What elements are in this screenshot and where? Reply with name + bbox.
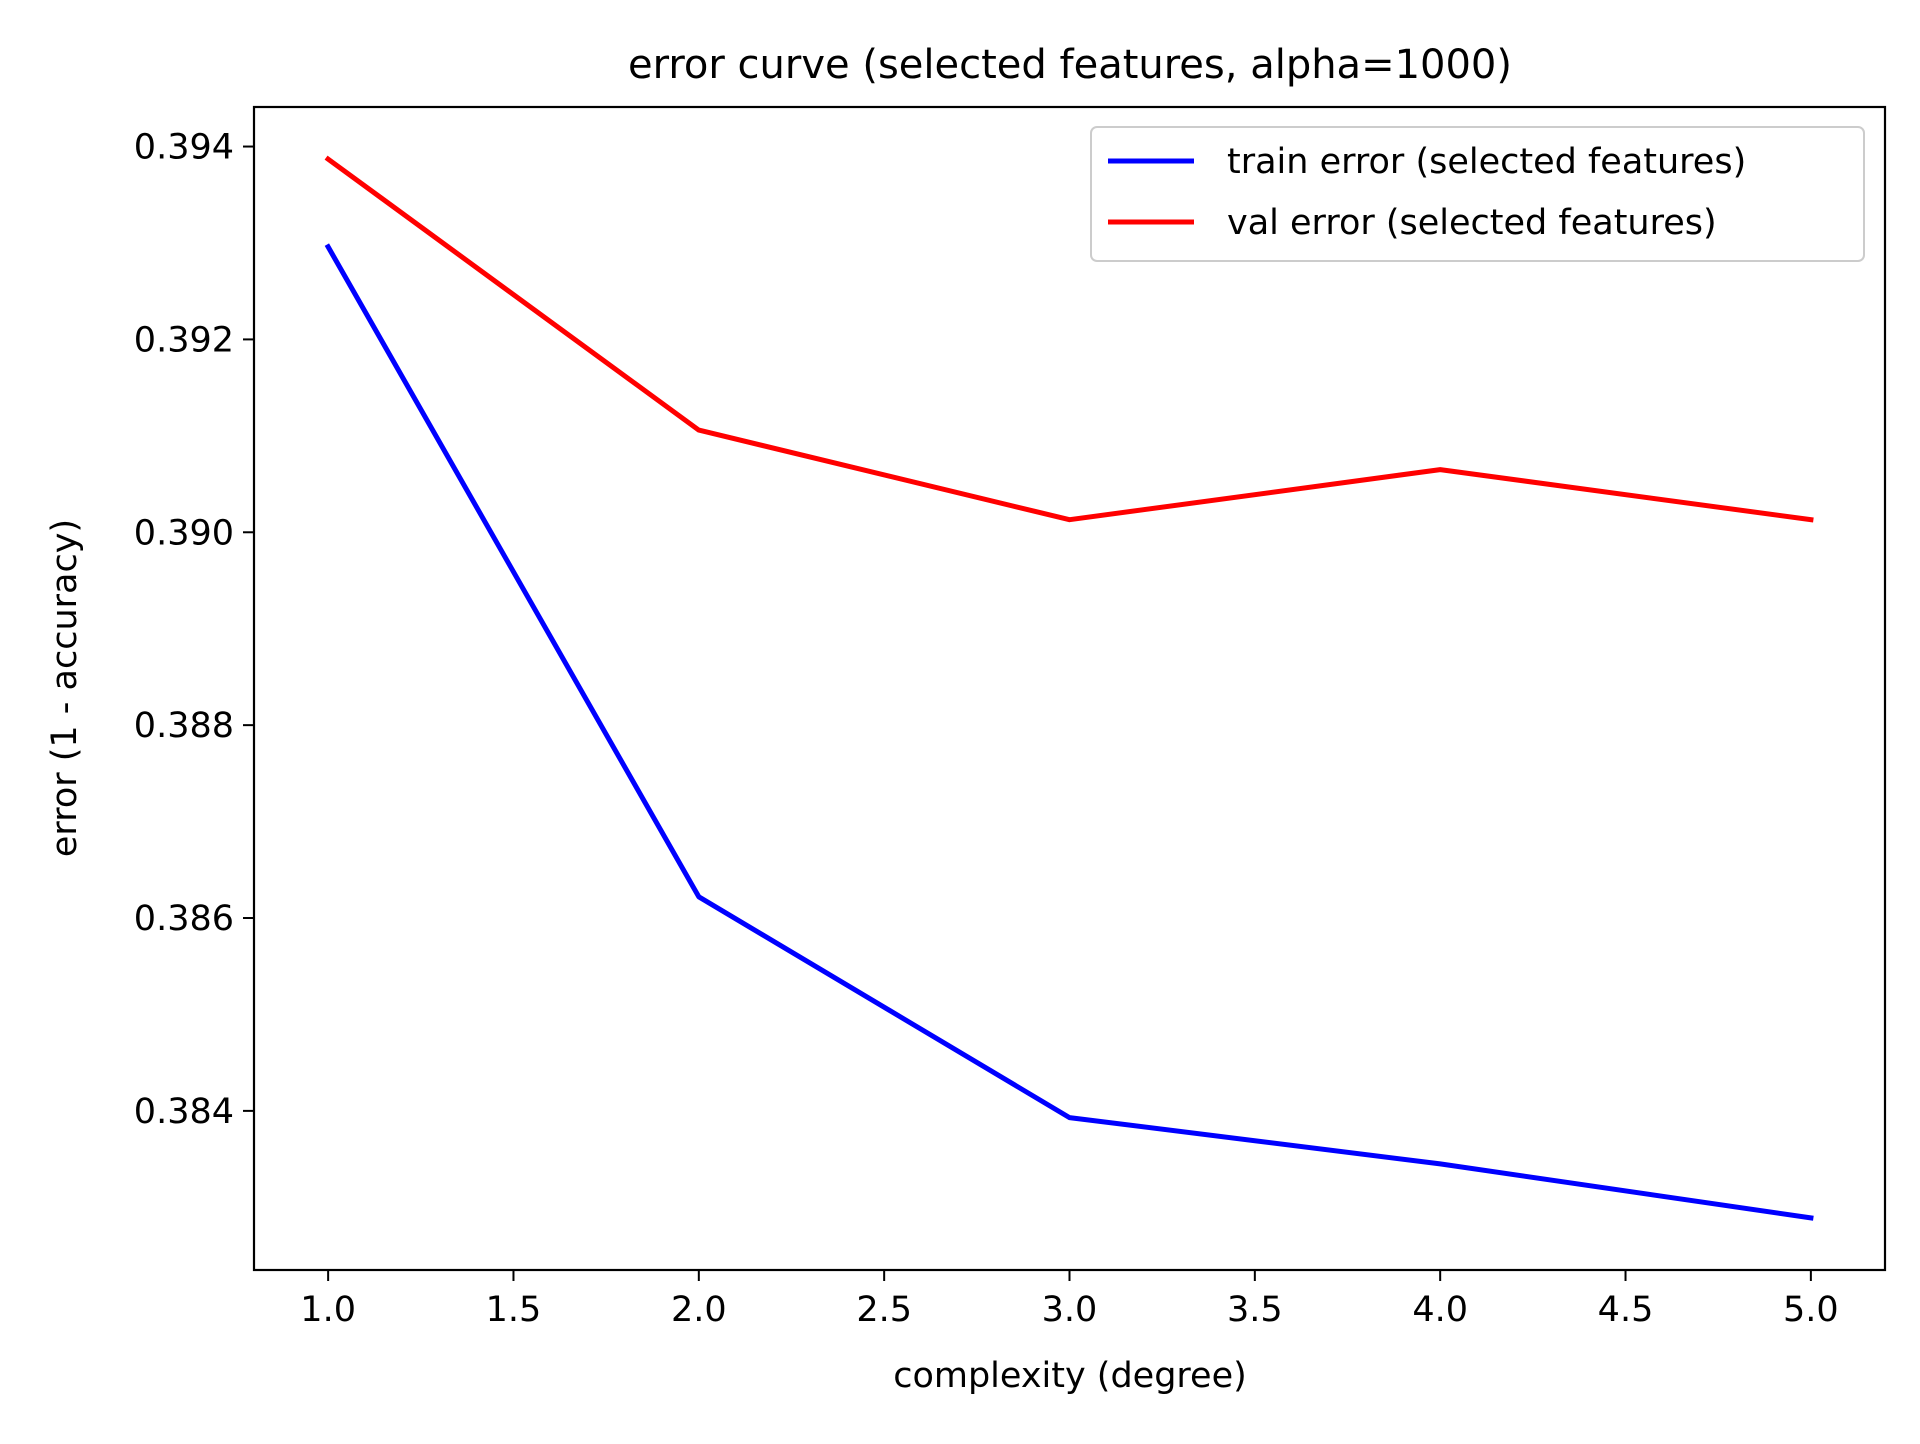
- y-tick-label: 0.386: [134, 899, 234, 939]
- legend-label: val error (selected features): [1227, 203, 1717, 243]
- x-tick-label: 2.5: [856, 1290, 912, 1330]
- y-tick-label: 0.394: [134, 128, 234, 168]
- legend-box: [1090, 126, 1865, 262]
- series-lines: [324, 155, 1814, 1221]
- x-tick-label: 5.0: [1783, 1290, 1839, 1330]
- y-axis-label: error (1 - accuracy): [45, 519, 85, 857]
- y-tick-label: 0.388: [134, 706, 234, 746]
- x-tick-label: 1.5: [486, 1290, 542, 1330]
- x-tick-label: 2.0: [671, 1290, 727, 1330]
- series-line-val-error: [324, 155, 1814, 523]
- chart-title: error curve (selected features, alpha=10…: [628, 42, 1512, 88]
- x-axis-label: complexity (degree): [893, 1356, 1247, 1396]
- y-axis-ticks: 0.384 0.386 0.388 0.390 0.392 0.394: [134, 128, 254, 1132]
- x-axis-ticks: 1.0 1.5 2.0 2.5 3.0 3.5 4.0 4.5 5.0: [300, 1270, 1839, 1330]
- series-line-train-error: [324, 243, 1814, 1221]
- y-tick-label: 0.390: [134, 513, 234, 553]
- x-tick-label: 4.0: [1412, 1290, 1468, 1330]
- x-tick-label: 3.5: [1227, 1290, 1283, 1330]
- legend: train error (selected features) val error…: [1090, 126, 1865, 262]
- legend-label: train error (selected features): [1227, 142, 1746, 182]
- legend-entries: train error (selected features) val error…: [1108, 142, 1746, 243]
- y-tick-label: 0.384: [134, 1092, 234, 1132]
- x-tick-label: 3.0: [1042, 1290, 1098, 1330]
- y-tick-label: 0.392: [134, 320, 234, 360]
- x-tick-label: 4.5: [1598, 1290, 1654, 1330]
- plot-area-frame: [252, 105, 1887, 1272]
- x-tick-label: 1.0: [300, 1290, 356, 1330]
